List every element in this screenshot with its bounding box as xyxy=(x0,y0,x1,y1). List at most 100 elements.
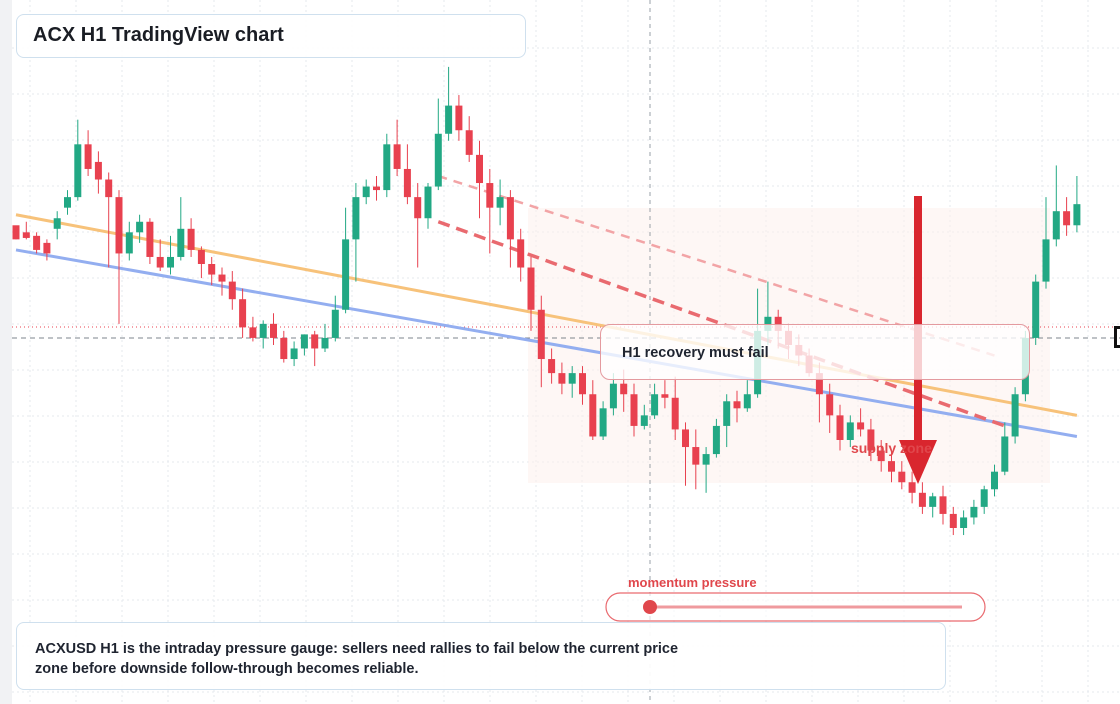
candle-body xyxy=(991,471,998,490)
candle-body xyxy=(311,334,319,349)
candle-body xyxy=(609,383,617,409)
candle-body xyxy=(270,323,277,338)
candle-body xyxy=(661,394,669,398)
candle-body xyxy=(321,337,329,349)
candle-body xyxy=(630,394,638,426)
candle-body xyxy=(249,327,257,338)
candle-body xyxy=(589,394,597,437)
candle-body xyxy=(929,496,937,507)
candle-body xyxy=(908,482,916,493)
candle-body xyxy=(815,373,823,395)
candle-body xyxy=(115,197,123,254)
candle-body xyxy=(208,264,216,275)
candle-body xyxy=(331,309,339,338)
candle-body xyxy=(167,256,174,268)
candle-body xyxy=(434,133,442,187)
candle-body xyxy=(465,130,473,155)
candle-body xyxy=(403,168,411,198)
supply-zone-label: supply zone xyxy=(851,440,932,456)
candle-body xyxy=(22,232,30,238)
candle-body xyxy=(723,401,731,426)
candle-body xyxy=(980,489,988,507)
candle-body xyxy=(774,316,782,331)
recovery-annotation[interactable]: H1 recovery must fail xyxy=(600,324,1030,380)
candle-body xyxy=(599,408,607,437)
trendline-blue xyxy=(15,248,1078,438)
candle-body xyxy=(239,299,247,328)
description-card: ACXUSD H1 is the intraday pressure gauge… xyxy=(16,622,946,690)
candle-body xyxy=(280,337,288,360)
candle-body xyxy=(424,186,432,219)
candle-body xyxy=(84,144,92,169)
candle-body xyxy=(949,513,957,528)
candle-body xyxy=(1032,281,1040,338)
supply-arrow-head xyxy=(899,440,937,484)
candle-body xyxy=(43,242,51,254)
candle-body xyxy=(290,348,298,360)
candle-body xyxy=(702,454,710,465)
recovery-annotation-label: H1 recovery must fail xyxy=(622,345,769,361)
candle-body xyxy=(445,105,453,134)
candle-body xyxy=(620,383,628,395)
candle-body xyxy=(455,105,463,131)
momentum-slider-knob xyxy=(643,600,657,614)
page-title: ACX H1 TradingView chart xyxy=(33,24,284,46)
candle-body xyxy=(733,401,741,409)
candle-body xyxy=(1001,436,1009,472)
candle-body xyxy=(373,186,380,191)
candle-body xyxy=(558,373,566,384)
description-text: ACXUSD H1 is the intraday pressure gauge… xyxy=(35,641,679,677)
candle-body xyxy=(352,197,360,240)
candle-body xyxy=(548,359,556,374)
candle-body xyxy=(836,415,844,440)
candle-body xyxy=(300,334,308,349)
candle-body xyxy=(960,517,968,528)
candle-body xyxy=(970,506,978,518)
candle-body xyxy=(105,179,113,198)
candle-body xyxy=(682,429,689,448)
candle-body xyxy=(692,447,700,465)
candle-body xyxy=(1011,394,1019,437)
candle-body xyxy=(146,221,154,257)
candle-body xyxy=(362,186,370,198)
candle-body xyxy=(136,221,144,233)
candle-body xyxy=(218,274,226,282)
candle-body xyxy=(1063,211,1071,226)
candle-body xyxy=(12,225,20,240)
candle-body xyxy=(640,415,648,426)
candle-body xyxy=(486,183,494,208)
candle-body xyxy=(898,471,906,483)
candle-body xyxy=(527,267,535,310)
candle-body xyxy=(64,197,71,208)
candle-body xyxy=(517,239,525,268)
candle-body xyxy=(579,373,586,395)
candle-body xyxy=(826,394,834,416)
momentum-slider[interactable] xyxy=(605,592,986,622)
candle-body xyxy=(1052,211,1060,240)
candle-body xyxy=(197,249,205,264)
candle-body xyxy=(259,323,267,338)
candle-body xyxy=(414,197,422,219)
candle-body xyxy=(383,144,391,191)
candle-body xyxy=(94,161,102,180)
left-scale-strip xyxy=(0,0,12,704)
candle-body xyxy=(939,496,947,514)
candle-body xyxy=(877,450,885,462)
candle-body xyxy=(125,232,133,254)
candle-body xyxy=(177,228,185,257)
candle-body xyxy=(743,394,751,409)
candle-body xyxy=(712,425,720,455)
candle-body xyxy=(1042,239,1050,282)
candle-body xyxy=(671,397,679,430)
candle-body xyxy=(857,422,865,430)
candle-body xyxy=(506,197,514,240)
price-scale-marker xyxy=(1114,326,1120,348)
candle-body xyxy=(568,373,576,384)
candle-body xyxy=(496,197,504,208)
candle-body xyxy=(846,422,854,440)
candle-body xyxy=(764,316,772,331)
candle-body xyxy=(918,492,926,507)
candle-body xyxy=(33,235,41,250)
title-card: ACX H1 TradingView chart xyxy=(16,14,526,58)
candle-body xyxy=(156,256,164,268)
